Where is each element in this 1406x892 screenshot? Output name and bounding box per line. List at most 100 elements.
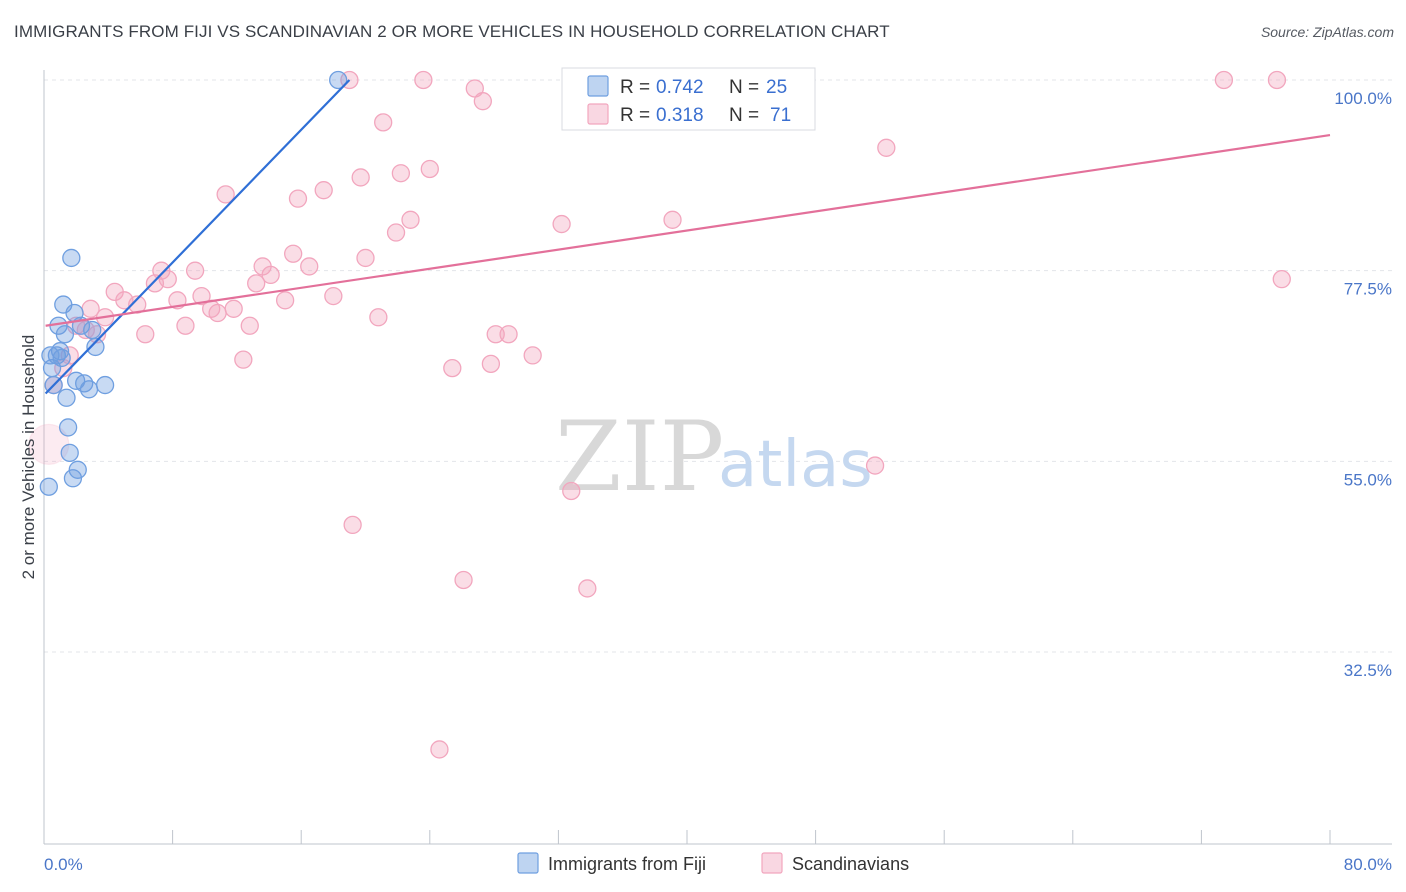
source-label: Source: ZipAtlas.com [1260,24,1394,40]
scandinavians-points [28,70,1291,759]
data-point [284,244,303,263]
data-point [374,113,393,132]
data-point [216,185,235,204]
data-point [79,380,99,399]
data-point [288,189,308,208]
y-tick-label: 32.5% [1344,661,1392,680]
series-legend-label-fiji: Immigrants from Fiji [548,854,706,874]
data-point [1267,70,1287,90]
series-legend-swatch-fiji [517,852,539,874]
data-point [314,181,333,200]
y-tick-labels: 32.5% 55.0% 77.5% 100.0% [1334,89,1392,680]
data-point [1272,269,1291,289]
data-point [176,316,195,335]
legend-r-value-fiji: 0.742 [656,77,704,98]
trend-line-scandinavians [45,133,1331,327]
y-axis-label: 2 or more Vehicles in Household [19,335,38,580]
data-point [55,325,75,344]
watermark-zip: ZIP [555,401,724,513]
data-point [208,303,227,323]
data-point [401,210,420,229]
data-point [865,456,885,475]
data-point [234,350,253,369]
data-point [473,92,492,111]
data-point [386,223,406,242]
series-legend-label-scandinavians: Scandinavians [792,854,909,874]
data-point [877,138,896,157]
legend-r-label-fiji: R = [620,77,650,98]
legend-n-value-fiji: 25 [766,77,787,98]
data-point [329,70,348,90]
data-point [50,342,70,361]
stats-legend-box [561,67,816,131]
data-point [356,248,375,268]
stats-legend: R = 0.742 N = 25 R = 0.318 N = 71 [561,67,816,131]
legend-swatch-fiji [587,75,609,97]
chart-title: IMMIGRANTS FROM FIJI VS SCANDINAVIAN 2 O… [14,22,890,41]
legend-r-value-scandinavians: 0.318 [656,105,704,126]
data-point [75,374,94,393]
data-point [136,325,155,344]
data-point [62,248,81,268]
data-point [224,299,243,318]
axes [43,70,1392,845]
data-point [369,308,388,327]
data-point [324,286,343,306]
y-tick-label: 77.5% [1344,280,1392,299]
legend-n-label-fiji: N = [729,77,759,98]
data-point [523,346,542,365]
data-point [552,214,571,234]
data-point [41,346,60,365]
data-point [578,579,597,598]
data-point [1214,70,1234,90]
grid [44,79,1392,653]
data-point [486,325,505,344]
data-point [240,316,259,335]
series-legend-swatch-scandinavians [761,852,783,874]
data-point [351,168,370,187]
data-point [83,320,102,340]
data-point [562,481,581,501]
data-point [481,354,501,374]
legend-swatch-scandinavians [587,103,609,125]
watermark-atlas: atlas [718,428,873,502]
data-point [185,261,205,280]
y-tick-label: 55.0% [1344,470,1392,489]
x-ticks [43,830,1331,844]
data-point [68,460,87,479]
data-point [52,348,71,368]
data-point [430,740,449,759]
data-point [158,269,177,289]
series-legend: Immigrants from Fiji Scandinavians [517,852,909,874]
data-point [420,159,439,179]
data-point [391,164,411,183]
legend-n-label-scandinavians: N = [729,105,759,126]
x-tick-label-min: 0.0% [44,855,83,874]
legend-n-value-scandinavians: 71 [770,105,791,126]
y-tick-label: 100.0% [1334,89,1392,108]
data-point [275,291,295,310]
data-point [86,337,105,357]
trend-line-fiji [44,79,351,395]
data-point [60,443,79,463]
data-point [95,375,115,395]
data-point [57,388,76,407]
data-point [247,274,266,293]
data-point [192,286,211,306]
data-point [261,265,280,285]
data-point [499,325,518,344]
x-tick-label-max: 80.0% [1344,855,1392,874]
data-point [58,418,78,437]
legend-r-label-scandinavians: R = [620,105,650,126]
data-point [443,358,462,378]
data-point [343,515,362,535]
data-point [39,477,58,496]
data-point [63,469,83,488]
fiji-points [39,70,348,496]
data-point [300,257,319,276]
trend-lines [44,79,1331,395]
data-point [663,210,682,229]
data-point [414,70,433,90]
data-point [454,570,473,590]
